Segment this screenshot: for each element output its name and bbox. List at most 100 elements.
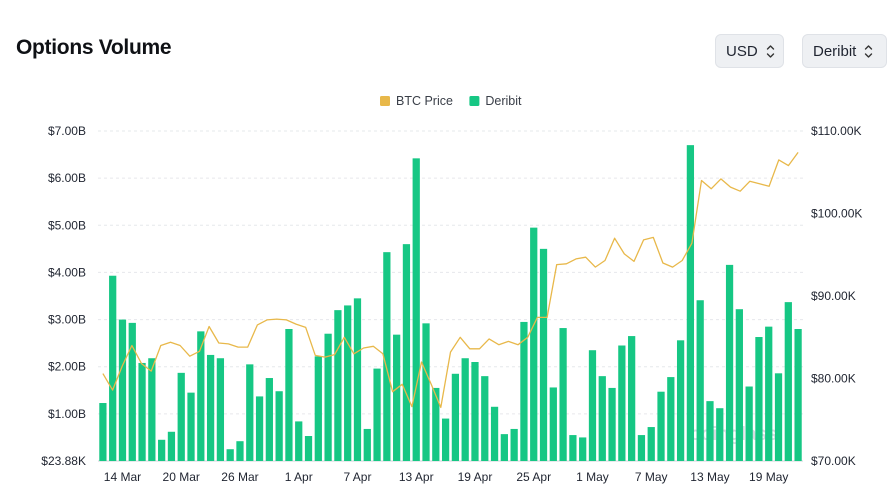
x-tick-label: 19 May — [749, 470, 788, 484]
y-left-tick-label: $6.00B — [48, 171, 86, 185]
x-tick-label: 26 Mar — [221, 470, 258, 484]
bar — [686, 145, 695, 461]
chevron-up-down-icon — [766, 44, 775, 59]
y-left-tick-label: $2.00B — [48, 360, 86, 374]
bar — [794, 329, 802, 461]
y-left-tick-label: $3.00B — [48, 313, 86, 327]
bar — [755, 337, 763, 461]
bar — [745, 386, 753, 461]
x-tick-label: 7 May — [635, 470, 668, 484]
x-tick-label: 1 May — [576, 470, 609, 484]
bar — [765, 326, 773, 461]
bar — [725, 264, 734, 461]
bar — [481, 376, 489, 461]
bar — [148, 358, 156, 461]
bar — [167, 431, 176, 461]
x-tick-label: 7 Apr — [343, 470, 371, 484]
y-right-tick-label: $100.00K — [811, 207, 862, 221]
bar — [363, 428, 371, 461]
bar — [530, 227, 538, 461]
bar — [647, 427, 655, 461]
bar — [461, 358, 469, 461]
y-right-tick-label: $110.00K — [811, 124, 862, 138]
bar — [735, 309, 743, 461]
bar — [304, 436, 313, 461]
bar — [696, 300, 704, 461]
bar — [334, 310, 342, 461]
bar — [246, 364, 254, 461]
bar — [373, 368, 381, 461]
bar — [706, 401, 714, 461]
bar — [158, 439, 166, 461]
bar — [99, 403, 107, 461]
bar — [236, 441, 244, 461]
x-tick-label: 1 Apr — [285, 470, 313, 484]
chevron-up-down-icon — [864, 44, 873, 59]
bar — [618, 345, 626, 461]
bar — [275, 391, 283, 461]
bar — [549, 387, 557, 461]
bar — [559, 328, 567, 461]
bar — [187, 392, 195, 461]
bar — [285, 329, 293, 461]
legend-swatch — [469, 96, 480, 106]
x-tick-label: 19 Apr — [458, 470, 493, 484]
y-right-tick-label: $80.00K — [811, 372, 856, 386]
exchange-select[interactable]: Deribit — [802, 34, 887, 68]
x-axis: 14 Mar 20 Mar 26 Mar 1 Apr 7 Apr 13 Apr 19 Apr… — [104, 470, 789, 484]
bar — [716, 408, 724, 461]
bar — [588, 350, 597, 461]
bar — [667, 377, 675, 461]
bar — [637, 435, 646, 461]
bar — [216, 358, 225, 461]
bar — [579, 437, 587, 461]
bar — [353, 298, 362, 461]
bar — [344, 305, 352, 461]
currency-select[interactable]: USD — [715, 34, 784, 68]
bar — [598, 376, 606, 461]
bar — [383, 252, 391, 461]
options-volume-chart: coinglass $23.88K$1.00B$2.00B$3.00B$4.00… — [41, 94, 862, 484]
bar — [510, 428, 518, 461]
y-left-tick-label: $4.00B — [48, 265, 86, 279]
bar — [490, 406, 499, 461]
bar — [657, 391, 665, 461]
legend-label: BTC Price — [396, 94, 453, 108]
bar — [471, 362, 479, 461]
bar — [432, 387, 440, 461]
bar — [138, 362, 146, 461]
bar — [569, 435, 577, 461]
x-tick-label: 20 Mar — [163, 470, 200, 484]
x-tick-label: 13 May — [690, 470, 729, 484]
bar — [265, 378, 273, 461]
bar — [676, 340, 685, 461]
y-axis-left: $23.88K $1.00B $2.00B $3.00B $4.00B $5.00B $6.… — [41, 124, 86, 468]
bar — [314, 356, 322, 461]
legend-label: Deribit — [485, 94, 522, 108]
bar — [774, 373, 783, 461]
legend: BTC Price Deribit — [380, 94, 522, 108]
y-left-tick-label: $23.88K — [41, 454, 86, 468]
bar — [295, 421, 303, 461]
x-tick-label: 13 Apr — [399, 470, 434, 484]
bar — [393, 334, 401, 461]
bar — [402, 244, 411, 461]
bar — [608, 387, 616, 461]
grid-lines — [98, 130, 803, 462]
y-left-tick-label: $1.00B — [48, 407, 86, 421]
y-axis-right: $70.00K $80.00K $90.00K $100.00K $110.00K — [811, 124, 862, 468]
bar — [177, 372, 185, 461]
bar — [628, 336, 636, 461]
bar — [784, 302, 792, 461]
page-title: Options Volume — [16, 36, 172, 59]
bar — [109, 275, 117, 461]
bar — [441, 418, 450, 461]
bar — [197, 331, 205, 461]
bar — [539, 248, 548, 461]
bar — [520, 321, 528, 461]
bar-series-deribit — [99, 145, 802, 462]
y-right-tick-label: $70.00K — [811, 454, 856, 468]
bar — [422, 323, 430, 461]
bar — [206, 354, 215, 461]
bar — [226, 449, 234, 461]
